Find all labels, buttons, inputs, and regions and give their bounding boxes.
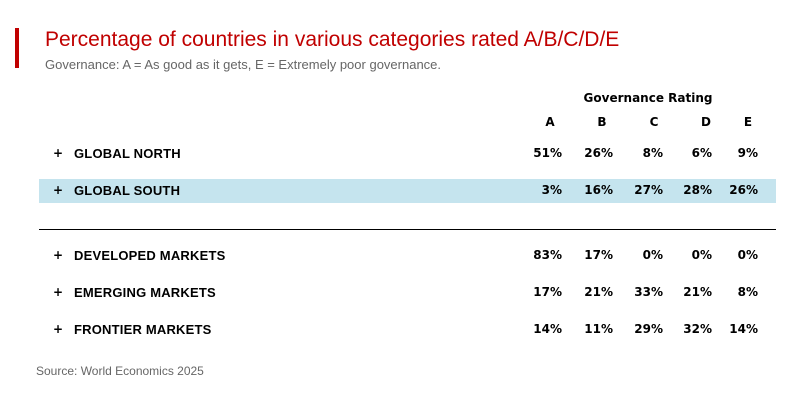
section-divider: [39, 229, 776, 230]
row-label: DEVELOPED MARKETS: [74, 248, 226, 263]
row-label: GLOBAL SOUTH: [74, 183, 181, 198]
table-row[interactable]: + FRONTIER MARKETS 14% 11% 29% 32% 14%: [39, 318, 776, 342]
cell-e: 14%: [729, 322, 758, 336]
table-row[interactable]: + GLOBAL NORTH 51% 26% 8% 6% 9%: [39, 142, 776, 166]
column-header-b: B: [597, 115, 607, 129]
chart-subtitle: Governance: A = As good as it gets, E = …: [45, 57, 442, 72]
cell-e: 9%: [737, 146, 758, 160]
expand-icon[interactable]: +: [53, 322, 64, 336]
cell-c: 27%: [634, 183, 663, 197]
column-header-d: D: [701, 115, 711, 129]
expand-icon[interactable]: +: [53, 183, 64, 197]
column-header-e: E: [743, 115, 753, 129]
cell-e: 26%: [729, 183, 758, 197]
column-group-header: Governance Rating: [583, 91, 713, 105]
expand-icon[interactable]: +: [53, 248, 64, 262]
cell-d: 32%: [683, 322, 712, 336]
table-row[interactable]: + EMERGING MARKETS 17% 21% 33% 21% 8%: [39, 281, 776, 305]
cell-b: 26%: [584, 146, 613, 160]
cell-a: 83%: [533, 248, 562, 262]
chart-title: Percentage of countries in various categ…: [45, 28, 620, 51]
cell-b: 11%: [584, 322, 613, 336]
cell-d: 6%: [691, 146, 712, 160]
cell-a: 51%: [533, 146, 562, 160]
cell-c: 0%: [642, 248, 663, 262]
row-label: FRONTIER MARKETS: [74, 322, 212, 337]
cell-d: 28%: [683, 183, 712, 197]
cell-d: 21%: [683, 285, 712, 299]
expand-icon[interactable]: +: [53, 146, 64, 160]
cell-b: 17%: [584, 248, 613, 262]
cell-a: 14%: [533, 322, 562, 336]
column-header-a: A: [545, 115, 555, 129]
column-header-c: C: [649, 115, 659, 129]
cell-a: 3%: [541, 183, 562, 197]
table-row[interactable]: + GLOBAL SOUTH 3% 16% 27% 28% 26%: [39, 179, 776, 203]
cell-c: 29%: [634, 322, 663, 336]
cell-c: 33%: [634, 285, 663, 299]
cell-b: 21%: [584, 285, 613, 299]
expand-icon[interactable]: +: [53, 285, 64, 299]
cell-c: 8%: [642, 146, 663, 160]
cell-d: 0%: [691, 248, 712, 262]
cell-a: 17%: [533, 285, 562, 299]
table-row[interactable]: + DEVELOPED MARKETS 83% 17% 0% 0% 0%: [39, 244, 776, 268]
cell-e: 0%: [737, 248, 758, 262]
row-label: EMERGING MARKETS: [74, 285, 216, 300]
cell-b: 16%: [584, 183, 613, 197]
cell-e: 8%: [737, 285, 758, 299]
row-label: GLOBAL NORTH: [74, 146, 181, 161]
source-note: Source: World Economics 2025: [36, 364, 204, 378]
title-accent-bar: [15, 28, 19, 68]
